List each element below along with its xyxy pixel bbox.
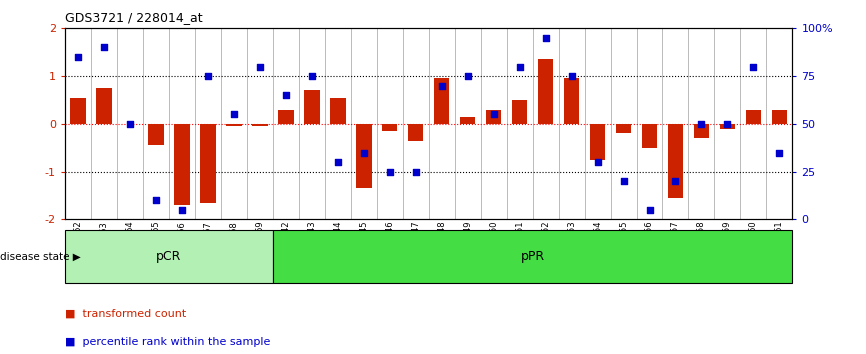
Bar [408, 124, 423, 141]
Bar [382, 124, 397, 131]
Point [279, 92, 293, 98]
Bar [330, 98, 346, 124]
Point [123, 121, 137, 127]
Bar [278, 110, 294, 124]
Text: GDS3721 / 228014_at: GDS3721 / 228014_at [65, 11, 203, 24]
Point [669, 178, 682, 184]
Bar [434, 79, 449, 124]
Point [305, 73, 319, 79]
Text: disease state ▶: disease state ▶ [0, 252, 81, 262]
Bar [65, 230, 273, 283]
Point [175, 207, 189, 213]
Bar [772, 110, 787, 124]
Bar [642, 124, 657, 148]
Bar [512, 100, 527, 124]
Point [746, 64, 760, 69]
Point [643, 207, 656, 213]
Bar [273, 230, 792, 283]
Point [201, 73, 215, 79]
Bar [590, 124, 605, 160]
Bar [746, 110, 761, 124]
Bar [70, 98, 86, 124]
Point [772, 150, 786, 155]
Bar [538, 59, 553, 124]
Point [695, 121, 708, 127]
Bar [96, 88, 112, 124]
Point [357, 150, 371, 155]
Bar [486, 110, 501, 124]
Bar [148, 124, 164, 145]
Point [721, 121, 734, 127]
Bar [200, 124, 216, 203]
Text: ■  transformed count: ■ transformed count [65, 309, 186, 319]
Text: pPR: pPR [520, 250, 545, 263]
Point [487, 112, 501, 117]
Point [617, 178, 630, 184]
Point [149, 198, 163, 203]
Point [253, 64, 267, 69]
Bar [174, 124, 190, 205]
Bar [694, 124, 709, 138]
Bar [720, 124, 735, 129]
Bar [668, 124, 683, 198]
Point [97, 45, 111, 50]
Point [227, 112, 241, 117]
Point [591, 159, 604, 165]
Text: ■  percentile rank within the sample: ■ percentile rank within the sample [65, 337, 270, 347]
Bar [304, 91, 320, 124]
Bar [460, 117, 475, 124]
Bar [564, 79, 579, 124]
Point [71, 54, 85, 60]
Bar [356, 124, 372, 188]
Bar [616, 124, 631, 133]
Bar [226, 124, 242, 126]
Point [331, 159, 345, 165]
Point [565, 73, 578, 79]
Point [539, 35, 553, 41]
Bar [252, 124, 268, 126]
Point [461, 73, 475, 79]
Point [383, 169, 397, 175]
Text: pCR: pCR [156, 250, 182, 263]
Point [435, 83, 449, 88]
Point [409, 169, 423, 175]
Point [513, 64, 527, 69]
